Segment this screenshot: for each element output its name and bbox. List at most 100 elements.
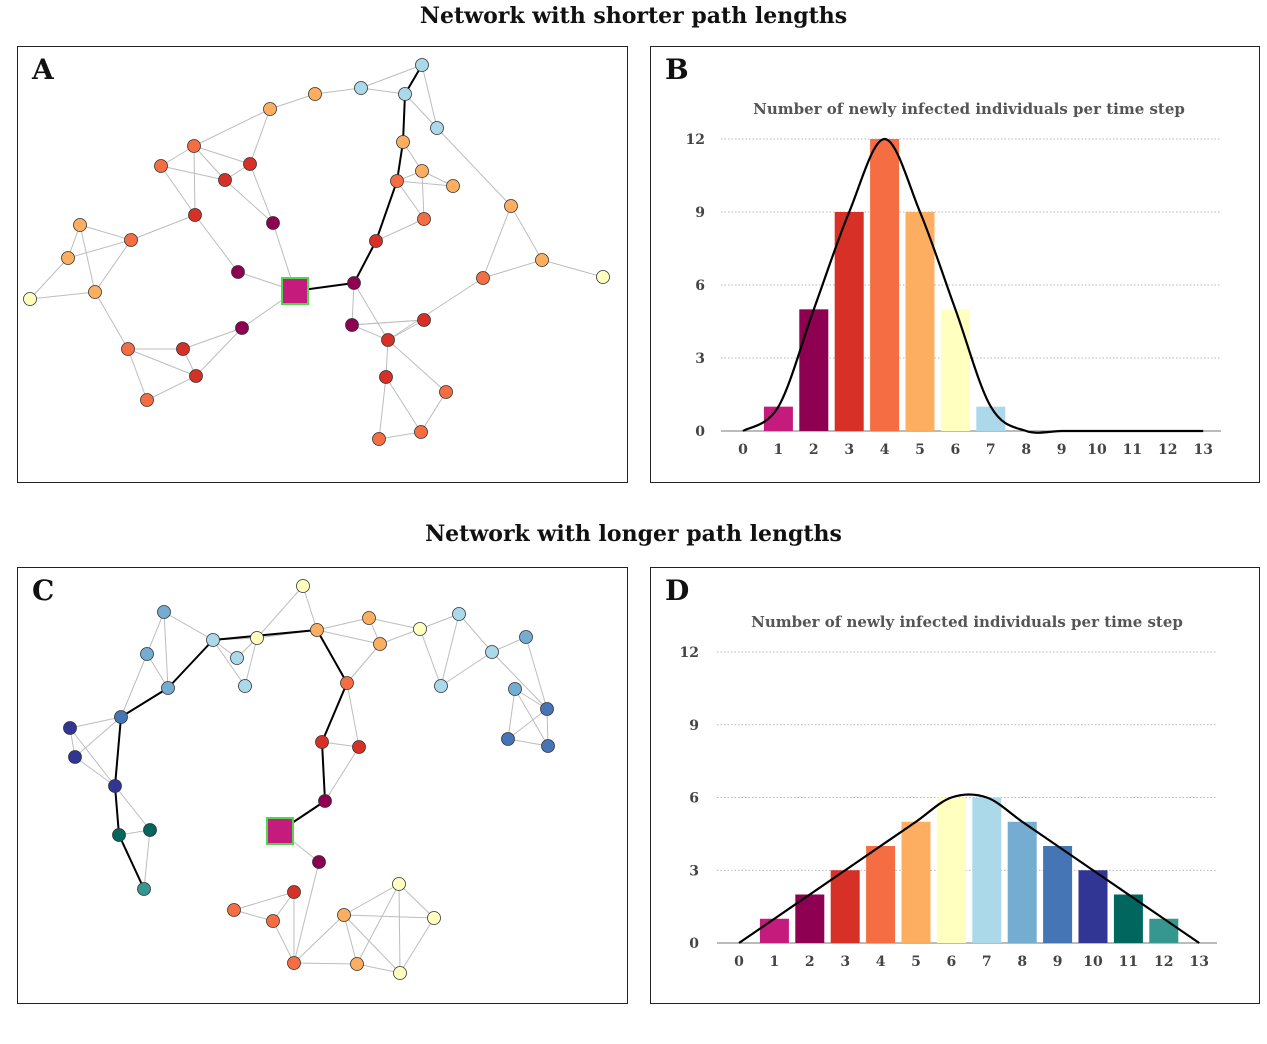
panel-d-label: D [665,574,690,607]
network-a-node [347,276,361,290]
network-a-path-edge [402,93,406,143]
chart-d-bar-2 [795,894,825,943]
network-c-node [485,645,499,659]
network-a-node [398,87,412,101]
panel-a-network: A [17,46,628,483]
chart-d-x-tick-label: 13 [1189,954,1208,970]
panel-c-label: C [32,574,55,607]
chart-d-x-tick-label: 6 [947,954,957,970]
chart-d-bar-11 [1113,894,1143,943]
network-a-node [61,251,75,265]
network-c-node [137,882,151,896]
network-c-path-edge [114,716,122,787]
network-c-node [352,740,366,754]
chart-d-bar-12 [1149,918,1179,943]
network-c-node [227,903,241,917]
network-a-node [439,385,453,399]
chart-b-x-tick-label: 11 [1123,442,1142,458]
network-c-node [519,630,533,644]
network-c-node [63,721,77,735]
network-c-node [108,779,122,793]
network-c-path-edge [120,687,169,718]
network-a-node [379,370,393,384]
network-c-path-edge [321,682,348,743]
chart-b-bar-3 [834,212,864,431]
network-a-edge [224,179,274,224]
panel-c-network: C [17,567,628,1004]
network-c-edge [356,883,400,965]
network-a-node [415,58,429,72]
network-c-edge [346,682,360,748]
chart-d-x-tick-label: 1 [770,954,780,970]
network-a-edge [482,259,543,279]
chart-b-x-tick-label: 0 [738,442,748,458]
network-a-node [381,333,395,347]
chart-b-x-tick-label: 4 [880,442,890,458]
panel-b-label: B [665,53,689,86]
chart-d-chart-title: Number of newly infected individuals per… [751,613,1183,631]
chart-d-bar-3 [830,870,860,943]
network-c-edge [399,917,435,974]
network-c-edge [74,716,122,758]
network-a-node [596,270,610,284]
chart-d-x-tick-label: 0 [734,954,744,970]
network-a-node [176,342,190,356]
network-a-node [263,102,277,116]
network-a-edge [130,214,196,241]
network-c-node [161,681,175,695]
network-c-node [112,828,126,842]
panel-b-chart: Number of newly infected individuals per… [650,46,1260,483]
network-c-edges [69,585,549,974]
network-a-edge [353,282,389,341]
chart-b-x-tick-label: 2 [809,442,819,458]
chart-d-x-tick-label: 10 [1083,954,1103,970]
network-a-node [476,271,490,285]
network-c-edge [491,651,548,710]
network-a-node [504,199,518,213]
network-a-node [231,265,245,279]
network-a-edge [269,93,316,110]
network-c-edge [356,963,401,974]
network-a-node [188,208,202,222]
chart-d-x-tick-label: 2 [805,954,815,970]
network-a-edge [378,431,422,440]
network-c-node [541,739,555,753]
network-a-edge [29,257,69,300]
network-a-edge [396,180,454,187]
network-a-edge [193,145,226,181]
chart-b-x-tick-label: 1 [774,442,784,458]
network-c-node [340,676,354,690]
network-a [23,58,610,446]
network-a-edge [541,259,604,278]
network-c-infection-path [114,629,348,890]
network-a-nodes [23,58,610,446]
chart-d: Number of newly infected individuals per… [680,613,1217,970]
network-c-edge [272,920,295,964]
network-c-node [140,647,154,661]
network-a-node [23,292,37,306]
network-c-node [230,651,244,665]
network-c-node [427,911,441,925]
chart-b-y-tick-label: 6 [695,278,705,294]
network-a-edge [351,282,355,326]
chart-d-bar-8 [1007,821,1037,943]
network-c-path-edge [118,834,145,890]
network-a-edge [193,145,196,216]
chart-d-y-tick-label: 12 [680,645,699,661]
chart-d-y-tick-label: 3 [689,863,699,879]
network-c-node [238,679,252,693]
network-c-edge [507,688,516,740]
network-c-edge [212,639,246,687]
network-c-edge [233,891,295,911]
network-a-node [372,432,386,446]
network-c-edge [398,883,401,974]
network-c-node [315,735,329,749]
network-a-node [369,234,383,248]
network-a-edge [360,64,423,89]
chart-b-bar-2 [799,309,829,431]
network-c-path-edge [212,629,318,641]
chart-b-x-tick-label: 12 [1158,442,1177,458]
network-a-node [187,139,201,153]
chart-b-bar-4 [870,139,900,431]
network-a-edge [396,180,425,220]
